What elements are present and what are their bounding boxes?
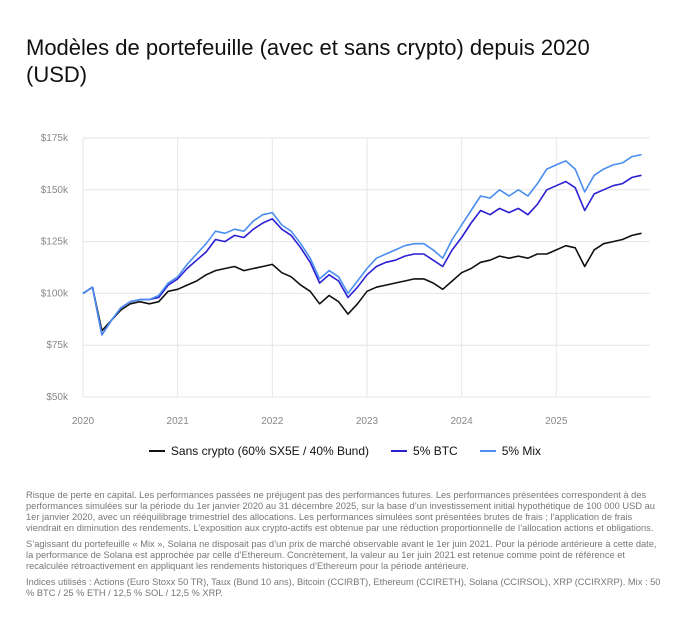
series-line	[82, 232, 642, 332]
notes: Risque de perte en capital. Les performa…	[26, 490, 662, 604]
legend-item: Sans crypto (60% SX5E / 40% Bund)	[148, 444, 370, 458]
y-tick-label: $50k	[46, 392, 69, 403]
note: Indices utilisés : Actions (Euro Stoxx 5…	[26, 577, 661, 598]
legend: Sans crypto (60% SX5E / 40% Bund) 5% BTC 5…	[0, 444, 690, 458]
series-line	[82, 153, 642, 336]
x-tick-label: 2021	[167, 416, 190, 427]
y-tick-label: $75k	[46, 340, 69, 351]
x-tick-label: 2025	[545, 416, 568, 427]
chart: $50k $75k $100k $125k $150k $175k 2020 2021 2022…	[41, 133, 650, 427]
y-tick-label: $100k	[41, 288, 69, 299]
legend-item: 5% Mix	[479, 444, 542, 458]
chart-title: Modèles de portefeuille (avec et sans cr…	[26, 35, 590, 87]
legend-item: 5% BTC	[391, 444, 458, 458]
legend-swatch	[479, 450, 496, 452]
note: S’agissant du portefeuille « Mix », Sola…	[26, 539, 657, 571]
legend-swatch	[148, 450, 165, 452]
y-tick-label: $125k	[41, 237, 69, 248]
x-tick-label: 2022	[261, 416, 284, 427]
legend-label: 5% Mix	[501, 444, 542, 458]
x-tick-label: 2023	[356, 416, 379, 427]
legend-swatch	[391, 450, 408, 452]
series-line	[82, 174, 642, 336]
y-tick-label: $150k	[41, 185, 69, 196]
x-tick-label: 2024	[451, 416, 474, 427]
note: Risque de perte en capital. Les performa…	[26, 490, 655, 533]
legend-label: 5% BTC	[413, 444, 458, 458]
y-tick-label: $175k	[41, 133, 69, 144]
legend-label: Sans crypto (60% SX5E / 40% Bund)	[170, 444, 370, 458]
x-tick-label: 2020	[72, 416, 95, 427]
